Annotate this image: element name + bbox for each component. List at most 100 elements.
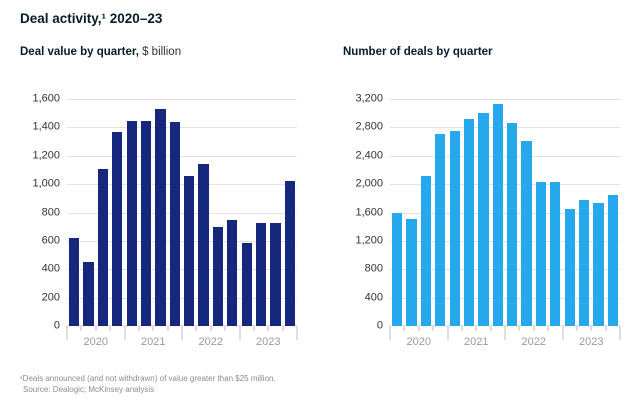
bar-2022-q2 xyxy=(521,140,532,326)
bar-slot xyxy=(606,99,620,326)
x-axis-tick xyxy=(267,326,269,331)
bar-series xyxy=(390,99,620,326)
bar-slot xyxy=(110,99,124,326)
y-axis-tick-label: 2,400 xyxy=(355,149,383,162)
x-axis-tick xyxy=(66,326,68,340)
bar-2022-q4 xyxy=(550,181,561,326)
year-label-2021: 2021 xyxy=(464,336,489,348)
y-axis-tick-label: 1,600 xyxy=(355,206,383,218)
chart-subtitle-deal-value: Deal value by quarter, $ billion xyxy=(20,45,297,59)
gridline xyxy=(67,212,297,214)
gridline xyxy=(67,325,297,326)
bar-2021-q1 xyxy=(126,121,137,326)
x-axis-tick xyxy=(124,326,125,340)
bar-2021-q2 xyxy=(463,119,475,326)
bar-2023-q2 xyxy=(255,223,267,326)
x-axis-tick xyxy=(152,326,154,331)
plot-wrap: 1,600 1,400 1,200 1,000 800 600 400 200 0 2020 20… xyxy=(20,93,298,349)
y-axis-tick-label: 1,400 xyxy=(32,120,60,133)
bar-slot xyxy=(283,99,297,326)
x-axis-tick xyxy=(576,326,578,331)
y-axis-tick-label: 0 xyxy=(376,319,383,332)
x-axis-tick xyxy=(109,326,111,331)
bar-2023-q3 xyxy=(593,203,604,326)
bar-2020-q1 xyxy=(69,238,80,326)
y-axis-tick-label: 400 xyxy=(41,262,60,275)
bar-series xyxy=(67,99,297,326)
x-axis-tick xyxy=(210,326,212,331)
x-axis-tick xyxy=(296,326,298,340)
year-label-2021: 2021 xyxy=(141,336,166,348)
bar-2022-q2 xyxy=(198,163,209,326)
year-label-2022: 2022 xyxy=(521,336,546,348)
bar-slot xyxy=(419,99,433,326)
bar-slot xyxy=(225,99,239,326)
x-axis-tick xyxy=(619,326,621,340)
bar-slot xyxy=(168,99,182,326)
gridline xyxy=(390,155,620,157)
bar-slot xyxy=(462,99,476,326)
x-axis-tick xyxy=(253,326,255,331)
x-axis-year-labels: 2020 2021 2022 2023 xyxy=(390,336,620,349)
bar-2021-q3 xyxy=(478,112,489,326)
x-axis-tick xyxy=(138,326,140,331)
x-axis-tick xyxy=(605,326,607,331)
plot-area xyxy=(390,99,620,326)
x-axis-tick xyxy=(590,326,592,331)
x-axis-tick xyxy=(461,326,463,331)
bar-2023-q4 xyxy=(607,194,618,326)
x-axis-year-labels: 2020 2021 2022 2023 xyxy=(67,336,297,349)
year-label-2023: 2023 xyxy=(579,336,604,348)
bar-slot xyxy=(448,99,462,326)
gridline xyxy=(67,99,297,100)
bar-2020-q3 xyxy=(420,175,432,326)
plot-column: 2020 2021 2022 2023 xyxy=(389,99,621,349)
chart-deal-value: Deal value by quarter, $ billion 1,600 1,… xyxy=(20,45,298,349)
bar-slot xyxy=(125,99,139,326)
bar-2021-q2 xyxy=(140,121,152,326)
y-axis-tick-label: 1,200 xyxy=(32,149,60,162)
gridline xyxy=(67,127,297,129)
x-axis-tick xyxy=(562,326,563,340)
bar-2023-q1 xyxy=(241,243,252,326)
bar-slot xyxy=(196,99,210,326)
y-axis-tick-label: 600 xyxy=(41,234,60,247)
bar-2022-q3 xyxy=(212,226,224,326)
bar-slot xyxy=(519,99,533,326)
gridline xyxy=(67,184,297,186)
bar-2022-q1 xyxy=(507,123,518,326)
x-axis-tick xyxy=(403,326,405,331)
x-axis-tick xyxy=(518,326,520,331)
y-axis-tick-label: 3,200 xyxy=(355,92,383,105)
bar-slot xyxy=(505,99,519,326)
year-label-2020: 2020 xyxy=(406,336,431,348)
bar-2022-q4 xyxy=(227,219,238,326)
chart-number-of-deals: Number of deals by quarter 3,200 2,800 2,4… xyxy=(343,45,621,349)
x-axis-ticks xyxy=(389,326,621,340)
bar-slot xyxy=(548,99,562,326)
gridline xyxy=(67,269,297,271)
bar-2020-q4 xyxy=(435,134,446,326)
x-axis-tick xyxy=(80,326,82,331)
y-axis: 1,600 1,400 1,200 1,000 800 600 400 200 0 xyxy=(20,93,60,331)
charts-row: Deal value by quarter, $ billion 1,600 1,… xyxy=(20,45,621,349)
bar-2020-q2 xyxy=(83,262,94,326)
bar-2021-q4 xyxy=(169,121,180,326)
bar-2023-q4 xyxy=(284,180,295,326)
bar-slot xyxy=(240,99,254,326)
footnote-line-1: ¹Deals announced (and not withdrawn) of … xyxy=(20,374,276,383)
y-axis-tick-label: 1,200 xyxy=(355,234,383,247)
y-axis-tick-label: 0 xyxy=(53,319,60,332)
y-axis-tick-label: 1,000 xyxy=(32,177,60,190)
bar-slot xyxy=(182,99,196,326)
year-label-2023: 2023 xyxy=(256,336,281,348)
x-axis-tick xyxy=(547,326,549,331)
gridline xyxy=(390,127,620,129)
x-axis-tick xyxy=(195,326,197,331)
bar-slot xyxy=(390,99,404,326)
bar-slot xyxy=(211,99,225,326)
y-axis-tick-label: 800 xyxy=(41,206,60,218)
bar-slot xyxy=(591,99,605,326)
bar-slot xyxy=(139,99,153,326)
